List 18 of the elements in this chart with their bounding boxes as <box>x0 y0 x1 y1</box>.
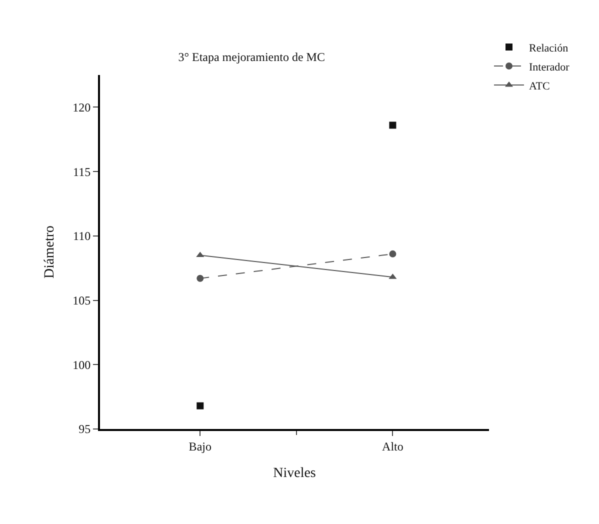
y-tick-label: 100 <box>72 358 91 372</box>
y-tick-label: 120 <box>72 100 91 114</box>
legend-label: Relación <box>529 42 569 54</box>
x-axis-title: Niveles <box>273 466 316 482</box>
chart-title: 3° Etapa mejoramiento de MC <box>178 50 325 64</box>
legend-label: ATC <box>529 80 550 92</box>
x-tick-label: Bajo <box>188 439 212 454</box>
y-tick-label: 95 <box>78 422 91 436</box>
x-tick-label: Alto <box>382 439 404 454</box>
legend-label: Interador <box>529 61 570 74</box>
y-axis-title: Diámetro <box>42 226 58 278</box>
y-tick-label: 105 <box>72 293 91 308</box>
point <box>389 250 396 258</box>
point <box>389 122 396 129</box>
y-tick-label: 115 <box>73 164 91 179</box>
point <box>196 274 204 282</box>
y-tick-label: 110 <box>73 229 91 244</box>
point <box>196 402 204 410</box>
